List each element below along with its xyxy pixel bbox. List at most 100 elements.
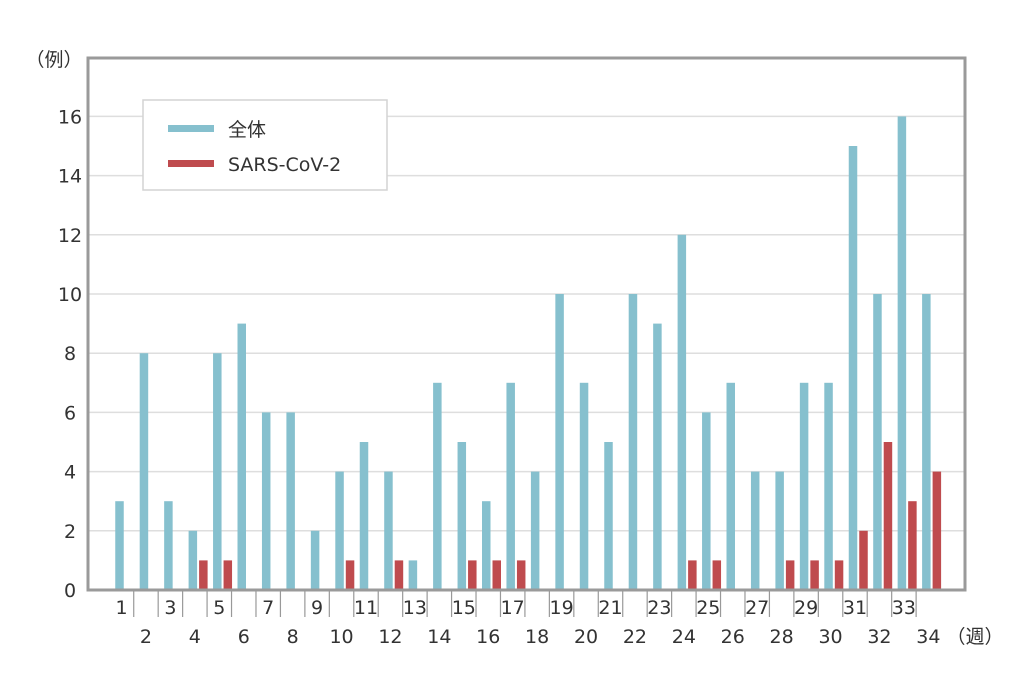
legend-label-total: 全体 (228, 119, 266, 141)
bar-sars-cov-2 (712, 560, 722, 590)
legend: 全体 SARS-CoV-2 (142, 99, 388, 191)
bar-sars-cov-2 (883, 442, 893, 590)
y-tick-label: 2 (64, 521, 76, 543)
bar-total (506, 382, 515, 590)
bar-total (702, 412, 711, 590)
bar-total (775, 471, 784, 590)
x-tick-label: 30 (818, 626, 842, 648)
bar-sars-cov-2 (199, 560, 208, 590)
y-tick-label: 0 (64, 580, 76, 602)
bar-sars-cov-2 (908, 501, 917, 590)
x-tick-label: 24 (672, 626, 696, 648)
y-tick-label: 6 (64, 402, 76, 424)
y-tick-label: 10 (58, 284, 82, 306)
x-tick-label: 13 (403, 597, 427, 619)
x-tick-label: 22 (623, 626, 647, 648)
bar-sars-cov-2 (810, 560, 819, 590)
x-tick-label: 5 (213, 597, 225, 619)
bar-total (922, 294, 931, 590)
bar-total (848, 146, 858, 590)
bar-total (579, 382, 589, 590)
x-tick-label: 14 (427, 626, 451, 648)
bar-sars-cov-2 (345, 560, 355, 590)
bar-total (897, 116, 907, 591)
bar-total (873, 294, 882, 590)
bar-sars-cov-2 (688, 560, 697, 590)
bar-total (261, 412, 271, 590)
bar-total (482, 501, 491, 590)
legend-swatch-sars-cov-2 (168, 160, 214, 167)
bar-total (335, 471, 344, 590)
bar-total (433, 382, 442, 590)
x-tick-label: 9 (311, 597, 323, 619)
bar-total (653, 323, 662, 590)
bar-total (164, 501, 173, 590)
x-tick-label: 6 (238, 626, 250, 648)
bar-sars-cov-2 (468, 560, 477, 590)
x-tick-label: 11 (354, 597, 378, 619)
x-tick-label: 29 (794, 597, 818, 619)
x-tick-label: 4 (189, 626, 201, 648)
bar-total (359, 442, 369, 590)
bar-total (188, 530, 198, 590)
bar-sars-cov-2 (223, 560, 233, 590)
x-tick-label: 32 (867, 626, 891, 648)
x-tick-label: 2 (140, 626, 152, 648)
x-tick-label: 21 (598, 597, 622, 619)
x-tick-label: 31 (843, 597, 867, 619)
bar-total (677, 234, 687, 591)
bar-total (286, 412, 295, 590)
bar-total (139, 353, 149, 590)
x-tick-label: 25 (696, 597, 720, 619)
x-tick-label: 16 (476, 626, 500, 648)
x-tick-label: 3 (164, 597, 176, 619)
x-tick-label: 18 (525, 626, 549, 648)
y-tick-label: 14 (58, 166, 82, 188)
bar-sars-cov-2 (785, 560, 795, 590)
x-tick-label: 28 (770, 626, 794, 648)
bar-total (750, 471, 760, 590)
plot-frame (86, 56, 967, 592)
legend-box (142, 99, 388, 191)
bar-total (726, 382, 735, 590)
x-tick-label: 1 (115, 597, 127, 619)
bar-total (384, 471, 393, 590)
x-tick-label: 19 (550, 597, 574, 619)
bar-total (628, 294, 638, 590)
bar-total (799, 382, 809, 590)
bar-sars-cov-2 (932, 471, 942, 590)
x-tick-label: 26 (721, 626, 745, 648)
x-tick-label: 34 (916, 626, 940, 648)
y-tick-label: 4 (64, 462, 76, 484)
bar-sars-cov-2 (492, 560, 501, 590)
legend-label-sars-cov-2: SARS-CoV-2 (228, 154, 341, 176)
x-tick-label: 15 (452, 597, 476, 619)
bar-total (408, 560, 418, 590)
bar-total (213, 353, 222, 590)
bar-total (457, 442, 467, 590)
y-tick-label: 8 (64, 343, 76, 365)
x-tick-label: 23 (647, 597, 671, 619)
bar-total (824, 382, 833, 590)
x-tick-label: 20 (574, 626, 598, 648)
x-tick-label: 17 (501, 597, 525, 619)
x-tick-label: 7 (262, 597, 274, 619)
bar-total (310, 530, 320, 590)
bar-total (115, 501, 124, 590)
bar-sars-cov-2 (834, 560, 844, 590)
x-tick-label: 33 (892, 597, 916, 619)
bar-sars-cov-2 (859, 530, 868, 590)
y-tick-label: 12 (58, 225, 82, 247)
x-unit-label: （週） (946, 626, 1003, 648)
legend-swatch-total (168, 125, 214, 132)
bar-total (555, 294, 564, 590)
bar-total (237, 323, 246, 590)
bar-sars-cov-2 (516, 560, 526, 590)
bar-total (530, 471, 540, 590)
x-tick-label: 8 (287, 626, 299, 648)
x-tick-label: 10 (329, 626, 353, 648)
bar-total (604, 442, 613, 590)
y-unit-label: （例） (25, 49, 82, 71)
